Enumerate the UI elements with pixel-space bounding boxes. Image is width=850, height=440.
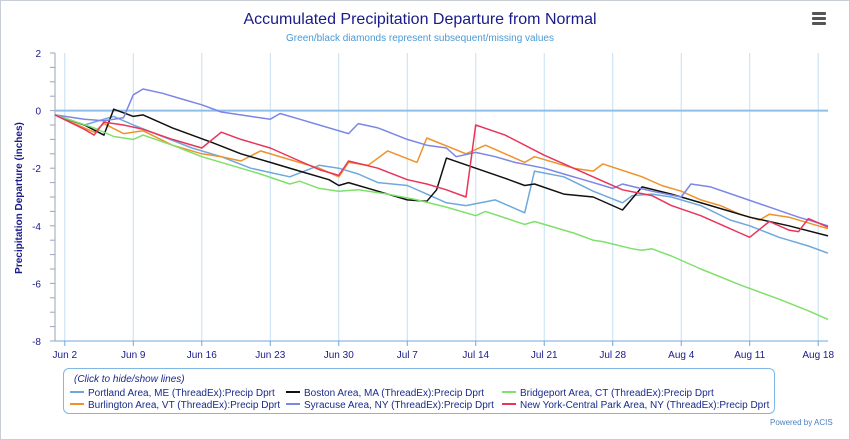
x-tick-label: Jul 28: [599, 350, 626, 361]
y-tick-label: -8: [32, 337, 41, 348]
legend-label: Portland Area, ME (ThreadEx):Precip Dprt: [88, 388, 275, 399]
y-tick-label: 0: [35, 107, 41, 118]
x-tick-label: Aug 11: [734, 350, 765, 361]
series-line: [54, 88, 829, 227]
x-tick-label: Jun 23: [255, 350, 285, 361]
x-tick-label: Jul 21: [531, 350, 558, 361]
legend-swatch: [286, 403, 300, 406]
x-tick-label: Jul 7: [397, 350, 419, 361]
legend-item[interactable]: Portland Area, ME (ThreadEx):Precip Dprt: [70, 388, 275, 399]
y-tick-label: 2: [35, 49, 41, 60]
legend-label: Bridgeport Area, CT (ThreadEx):Precip Dp…: [520, 388, 714, 399]
chart-subtitle: Green/black diamonds represent subsequen…: [286, 33, 554, 44]
y-tick-label: -6: [32, 279, 41, 290]
chart-menu-button[interactable]: [809, 10, 829, 30]
legend-label: Boston Area, MA (ThreadEx):Precip Dprt: [304, 388, 485, 399]
legend-swatch: [502, 403, 516, 406]
y-axis-label: Precipitation Departure (inches): [14, 122, 25, 274]
series-line: [54, 108, 829, 237]
series-line: [54, 114, 829, 239]
legend-swatch: [70, 391, 84, 394]
x-tick-label: Aug 18: [802, 350, 834, 361]
x-tick-label: Jun 16: [187, 350, 217, 361]
legend-item[interactable]: Bridgeport Area, CT (ThreadEx):Precip Dp…: [502, 388, 714, 399]
legend-label: Syracuse Area, NY (ThreadEx):Precip Dprt: [304, 400, 494, 411]
y-tick-label: -2: [32, 164, 41, 175]
legend-item[interactable]: Boston Area, MA (ThreadEx):Precip Dprt: [286, 388, 484, 399]
y-tick-label: -4: [32, 222, 41, 233]
grid: [64, 53, 819, 341]
legend: (Click to hide/show lines) Portland Area…: [63, 368, 775, 414]
chart-title: Accumulated Precipitation Departure from…: [243, 11, 596, 28]
powered-by-credit[interactable]: Powered by ACIS: [770, 418, 833, 427]
legend-item[interactable]: New York-Central Park Area, NY (ThreadEx…: [502, 400, 769, 411]
legend-label: New York-Central Park Area, NY (ThreadEx…: [520, 400, 770, 411]
x-tick-label: Jul 14: [462, 350, 489, 361]
series-line: [54, 114, 829, 321]
axes: Jun 2 Jun 9 Jun 16 Jun 23 Jun 30 Jul 7 Jul 14 J…: [32, 49, 834, 361]
legend-swatch: [502, 391, 516, 394]
x-tick-label: Jun 9: [121, 350, 146, 361]
x-tick-label: Aug 4: [668, 350, 695, 361]
menu-bar-icon: [812, 17, 826, 20]
legend-item[interactable]: Burlington Area, VT (ThreadEx):Precip Dp…: [70, 400, 280, 411]
legend-item[interactable]: Syracuse Area, NY (ThreadEx):Precip Dprt: [286, 400, 494, 411]
menu-bar-icon: [812, 22, 826, 25]
menu-bar-icon: [812, 12, 826, 15]
series-lines: [54, 88, 829, 321]
x-tick-label: Jun 2: [53, 350, 78, 361]
legend-label: Burlington Area, VT (ThreadEx):Precip Dp…: [88, 400, 281, 411]
legend-hint: (Click to hide/show lines): [74, 374, 185, 385]
legend-swatch: [286, 391, 300, 394]
x-tick-label: Jun 30: [324, 350, 354, 361]
series-line: [54, 114, 829, 254]
legend-swatch: [70, 403, 84, 406]
